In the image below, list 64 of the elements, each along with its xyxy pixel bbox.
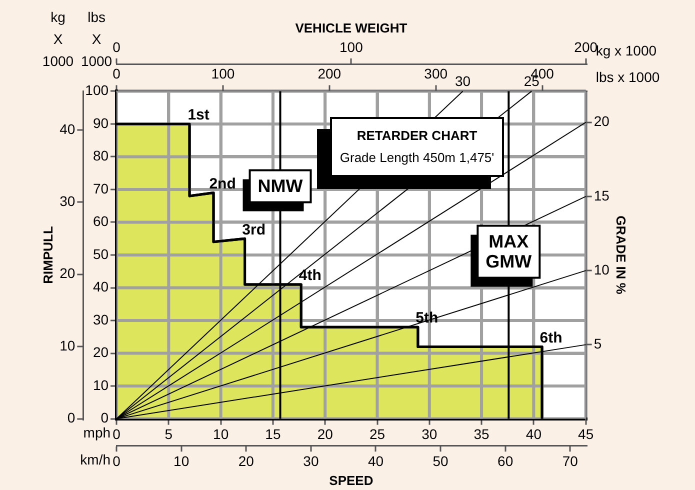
y-tick-label: 80: [92, 148, 109, 164]
y-tick-label: 30: [92, 311, 109, 328]
y-tick-label: 20: [92, 344, 109, 360]
y3-tick-label: 40: [60, 120, 76, 137]
x-axis-title: SPEED: [329, 472, 374, 488]
y3-tick-label: 10: [60, 337, 76, 354]
y-tick-label: 70: [92, 180, 109, 196]
text: 50: [432, 452, 449, 469]
text: 300: [424, 66, 448, 82]
y-tick-label: 90: [92, 114, 109, 131]
y-axis-title: RIMPULL: [40, 226, 56, 284]
x-tick-label: 0: [112, 426, 121, 442]
text: 0: [112, 452, 121, 469]
annotation: 4th: [298, 267, 322, 284]
x-tick-label: 35: [474, 426, 490, 442]
text: 40: [368, 452, 384, 469]
text: 30: [303, 452, 319, 469]
y-tick-label: 10: [92, 376, 109, 393]
text: 10: [174, 452, 190, 469]
text: 20: [238, 452, 254, 469]
y-tick-label: 60: [92, 213, 109, 230]
text: 0: [112, 66, 121, 82]
x2-tick-label: 200: [574, 38, 598, 55]
y2-tick-label: 15: [594, 187, 610, 204]
y3-tick-label: 30: [60, 192, 76, 209]
y-tick-label: 50: [92, 246, 109, 262]
x-tick-label: 25: [369, 426, 386, 442]
x2-tick-label: 0: [112, 38, 121, 55]
text: 70: [562, 452, 578, 469]
text: 60: [498, 452, 514, 469]
x2-axis-title: VEHICLE WEIGHT: [295, 20, 408, 36]
text: km/h: [80, 451, 111, 468]
x-tick-label: 20: [317, 426, 334, 442]
annotation: 6th: [540, 329, 562, 346]
series-label: 30: [454, 73, 471, 90]
y2-tick-label: 5: [594, 336, 602, 352]
annotation: 2nd: [209, 175, 236, 192]
x-tick-label: 15: [265, 426, 281, 442]
y-tick-label: 100: [85, 82, 109, 98]
text: 100: [211, 66, 235, 82]
text: lbs x 1000: [596, 69, 660, 86]
annotation: 1st: [188, 106, 210, 124]
text: lbs X 1000: [80, 8, 112, 69]
annotation: 5th: [416, 310, 438, 327]
y2-axis-title: GRADE IN %: [614, 216, 629, 295]
text: kg x 1000: [596, 42, 657, 58]
y2-tick-label: 10: [594, 261, 610, 278]
x-tick-label: 30: [422, 426, 438, 442]
x-tick-label: 40: [526, 426, 542, 442]
y2-tick-label: 20: [594, 113, 610, 130]
y3-tick-label: 20: [60, 265, 76, 282]
text: kg X 1000: [42, 8, 74, 69]
x-tick-label: 45: [578, 426, 594, 442]
text: 200: [318, 66, 342, 82]
y3-tick-label: 0: [67, 410, 76, 426]
text: mph: [83, 424, 111, 441]
y-tick-label: 0: [100, 410, 109, 426]
annotation: 3rd: [242, 221, 266, 238]
ref-line-label: NMW: [258, 176, 303, 196]
x-tick-label: 10: [213, 426, 229, 442]
ref-line-label: MAX GMW: [486, 232, 532, 272]
y-tick-label: 40: [92, 278, 109, 295]
x-tick-label: 5: [164, 426, 173, 442]
x2-tick-label: 100: [340, 38, 364, 55]
